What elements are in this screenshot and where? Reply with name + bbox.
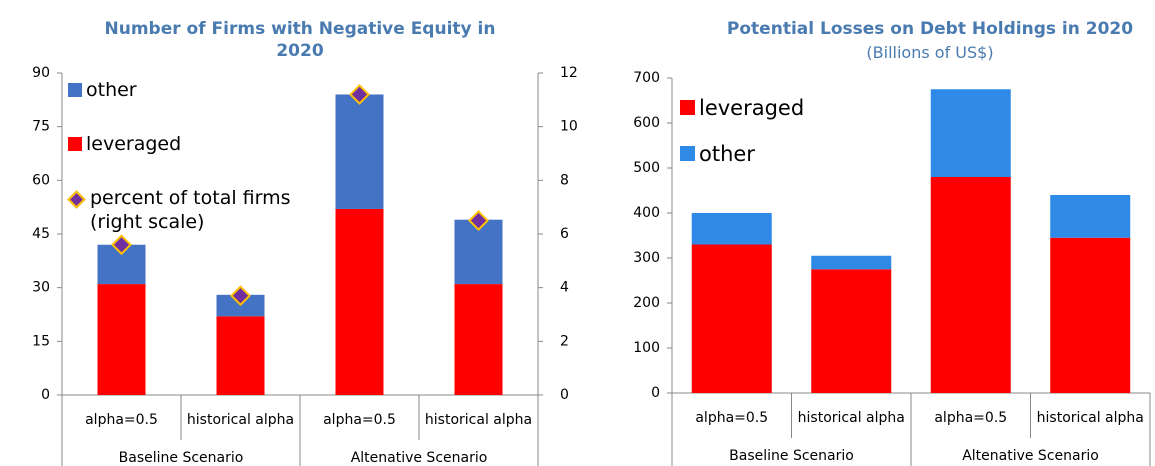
group-label: Baseline Scenario (119, 450, 244, 466)
y-tick-label: 60 (32, 172, 50, 188)
y2-tick-label: 10 (560, 119, 578, 135)
bar-segment (691, 244, 772, 393)
x-tick-label: historical alpha (1037, 410, 1144, 426)
y-tick-label: 100 (633, 340, 660, 356)
marker (230, 285, 251, 307)
y-tick-label: 0 (41, 387, 50, 403)
x-tick-label: alpha=0.5 (695, 410, 768, 426)
legend-swatch (680, 100, 695, 115)
y-tick-label: 400 (633, 205, 660, 221)
y-tick-label: 200 (633, 295, 660, 311)
bar-segment (1050, 195, 1131, 238)
y-tick-label: 30 (32, 280, 50, 296)
y2-tick-label: 8 (560, 172, 569, 188)
legend-label: leveraged (699, 96, 805, 120)
y2-tick-label: 4 (560, 280, 569, 296)
legend: other leveraged percent of total firms (ri… (67, 78, 308, 264)
y2-tick-label: 6 (560, 226, 569, 242)
bar-segment (216, 316, 265, 395)
x-tick-label: historical alpha (798, 410, 905, 426)
legend-swatch (680, 146, 695, 161)
bar-segment (97, 284, 146, 395)
legend-label: percent of total firms (right scale) (90, 187, 291, 233)
legend-label: other (699, 142, 755, 166)
y-tick-label: 700 (633, 70, 660, 86)
legend-swatch (68, 137, 82, 151)
legend-label: other (86, 79, 137, 101)
y-tick-label: 600 (633, 115, 660, 131)
bar-segment (335, 208, 384, 395)
group-label: Baseline Scenario (729, 448, 854, 464)
bar-segment (691, 213, 772, 245)
y-tick-label: 90 (32, 65, 50, 81)
marker (349, 84, 370, 105)
y2-tick-label: 0 (560, 387, 569, 403)
x-tick-label: alpha=0.5 (323, 412, 396, 428)
legend-swatch (68, 83, 82, 97)
legend-swatch (67, 190, 86, 209)
y2-tick-label: 12 (560, 65, 578, 81)
group-label: Altenative Scenario (962, 448, 1099, 464)
legend-label: leveraged (86, 133, 182, 155)
marker (468, 210, 489, 231)
bar-segment (335, 94, 384, 209)
bar-segment (454, 284, 503, 395)
y-tick-label: 0 (651, 385, 660, 401)
bar-segment (1050, 237, 1131, 393)
chart-title: Number of Firms with Negative Equity in … (104, 19, 496, 61)
group-label: Altenative Scenario (351, 450, 488, 466)
bar-segment (811, 255, 892, 270)
legend-item: other (680, 141, 880, 167)
bar-segment (930, 89, 1011, 177)
chart-subtitle: (Billions of US$) (866, 43, 994, 62)
bar-segment (930, 177, 1011, 393)
legend-item: leveraged (680, 95, 880, 121)
x-tick-label: historical alpha (425, 412, 532, 428)
y-tick-label: 75 (32, 119, 50, 135)
y-tick-label: 45 (32, 226, 50, 242)
x-tick-label: alpha=0.5 (934, 410, 1007, 426)
y-tick-label: 300 (633, 250, 660, 266)
legend: leveraged other (680, 95, 880, 187)
legend-item: leveraged (68, 132, 308, 156)
y-tick-label: 15 (32, 333, 50, 349)
y2-tick-label: 2 (560, 333, 569, 349)
legend-item: percent of total firms (right scale) (67, 186, 308, 234)
chart-title: Potential Losses on Debt Holdings in 202… (726, 19, 1134, 39)
y-tick-label: 500 (633, 160, 660, 176)
legend-item: other (68, 78, 308, 102)
bar-segment (811, 269, 892, 393)
x-tick-label: alpha=0.5 (85, 412, 158, 428)
x-tick-label: historical alpha (187, 412, 294, 428)
marker (111, 234, 132, 256)
